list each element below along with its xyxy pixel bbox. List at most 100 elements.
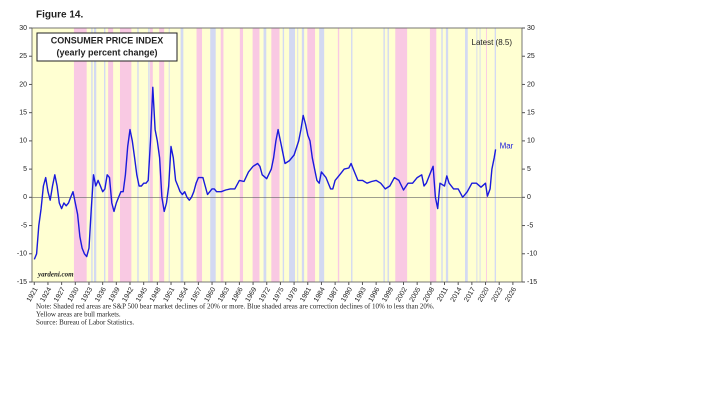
y2-tick-label: 10 [527,138,535,145]
y-tick-label: -15 [17,279,27,286]
x-tick-label: 1930 [67,286,81,303]
y2-tick-label: 0 [527,194,531,201]
bear-band [271,28,280,282]
bear-band [239,28,244,282]
y-tick-label: -10 [17,251,27,258]
x-tick-label: 1966 [231,286,245,303]
correction-band [104,28,106,282]
y-tick-label: 15 [19,110,27,117]
y2-tick-label: -10 [527,251,537,258]
x-tick-label: 1987 [327,286,341,303]
annotation: Latest (8.5) [472,38,513,47]
bear-band [108,28,114,282]
y2-tick-label: -5 [527,222,533,229]
correction-band [441,28,443,282]
x-tick-label: 1939 [108,286,122,303]
y-tick-label: 10 [19,138,27,145]
correction-band [479,28,481,282]
correction-band [137,28,139,282]
x-tick-label: 2026 [504,286,518,303]
x-tick-label: 2002 [395,286,409,303]
bear-band [307,28,316,282]
y2-tick-label: 25 [527,53,535,60]
bear-band [150,28,153,282]
correction-band [91,28,93,282]
x-tick-label: 1921 [26,286,40,303]
bear-band [252,28,260,282]
x-tick-label: 1993 [354,286,368,303]
y-tick-label: 5 [23,166,27,173]
x-tick-label: 2017 [463,286,477,303]
chart-title: CONSUMER PRICE INDEX [51,35,164,45]
bear-band [73,28,87,282]
correction-band [465,28,468,282]
x-tick-label: 1948 [149,286,163,303]
x-tick-label: 2008 [422,286,436,303]
correction-band [297,28,299,282]
x-tick-label: 1933 [80,286,94,303]
y-tick-label: 25 [19,53,27,60]
figure-label: Figure 14. [36,10,83,21]
correction-band [351,28,353,282]
x-tick-label: 1978 [286,286,300,303]
y-tick-label: 0 [23,194,27,201]
correction-band [301,28,305,282]
x-tick-label: 1927 [53,286,67,303]
x-tick-label: 1954 [176,286,190,303]
y-tick-label: -5 [21,222,27,229]
x-tick-label: 2011 [436,286,450,303]
correction-band [289,28,296,282]
end-label: Mar [500,141,514,150]
x-tick-label: 1924 [39,286,53,303]
x-tick-label: 1975 [272,286,286,303]
x-tick-label: 1984 [313,286,327,303]
correction-band [93,28,97,282]
x-tick-label: 1990 [340,286,354,303]
source-site: yardeni.com [37,271,74,279]
y2-tick-label: 30 [527,25,535,32]
x-tick-label: 1960 [204,286,218,303]
correction-band [387,28,389,282]
x-tick-label: 2023 [491,286,505,303]
bear-band [337,28,340,282]
cpi-line [33,86,497,260]
y-tick-label: 30 [19,25,27,32]
x-tick-label: 1936 [94,286,108,303]
correction-band [383,28,385,282]
x-tick-label: 1951 [163,286,177,303]
x-tick-label: 1957 [190,286,204,303]
y2-tick-label: 15 [527,110,535,117]
correction-band [319,28,325,282]
x-tick-label: 2014 [450,286,464,303]
plot-frame [31,27,523,283]
correction-band [445,28,449,282]
y2-tick-label: 5 [527,166,531,173]
y2-tick-label: 20 [527,81,535,88]
x-tick-label: 1996 [368,286,382,303]
bear-band [196,28,203,282]
note: Yellow areas are bull markets. [36,311,121,319]
x-tick-label: 1969 [245,286,259,303]
x-tick-label: 1972 [258,286,272,303]
x-tick-label: 1981 [299,286,313,303]
chart-subtitle: (yearly percent change) [56,47,157,57]
x-tick-label: 1963 [217,286,231,303]
bear-band [395,28,408,282]
correction-band [476,28,478,282]
x-tick-label: 2020 [477,286,491,303]
note: Source: Bureau of Labor Statistics. [36,319,134,327]
bear-band [220,28,224,282]
bear-band [159,28,165,282]
y-tick-label: 20 [19,81,27,88]
correction-band [210,28,216,282]
correction-band [148,28,150,282]
x-tick-label: 1945 [135,286,149,303]
bear-band [119,28,132,282]
bear-band [429,28,437,282]
correction-band [180,28,184,282]
x-tick-label: 1999 [381,286,395,303]
x-tick-label: 1942 [121,286,135,303]
note: Note: Shaded red areas are S&P 500 bear … [36,303,435,311]
x-tick-label: 2005 [409,286,423,303]
